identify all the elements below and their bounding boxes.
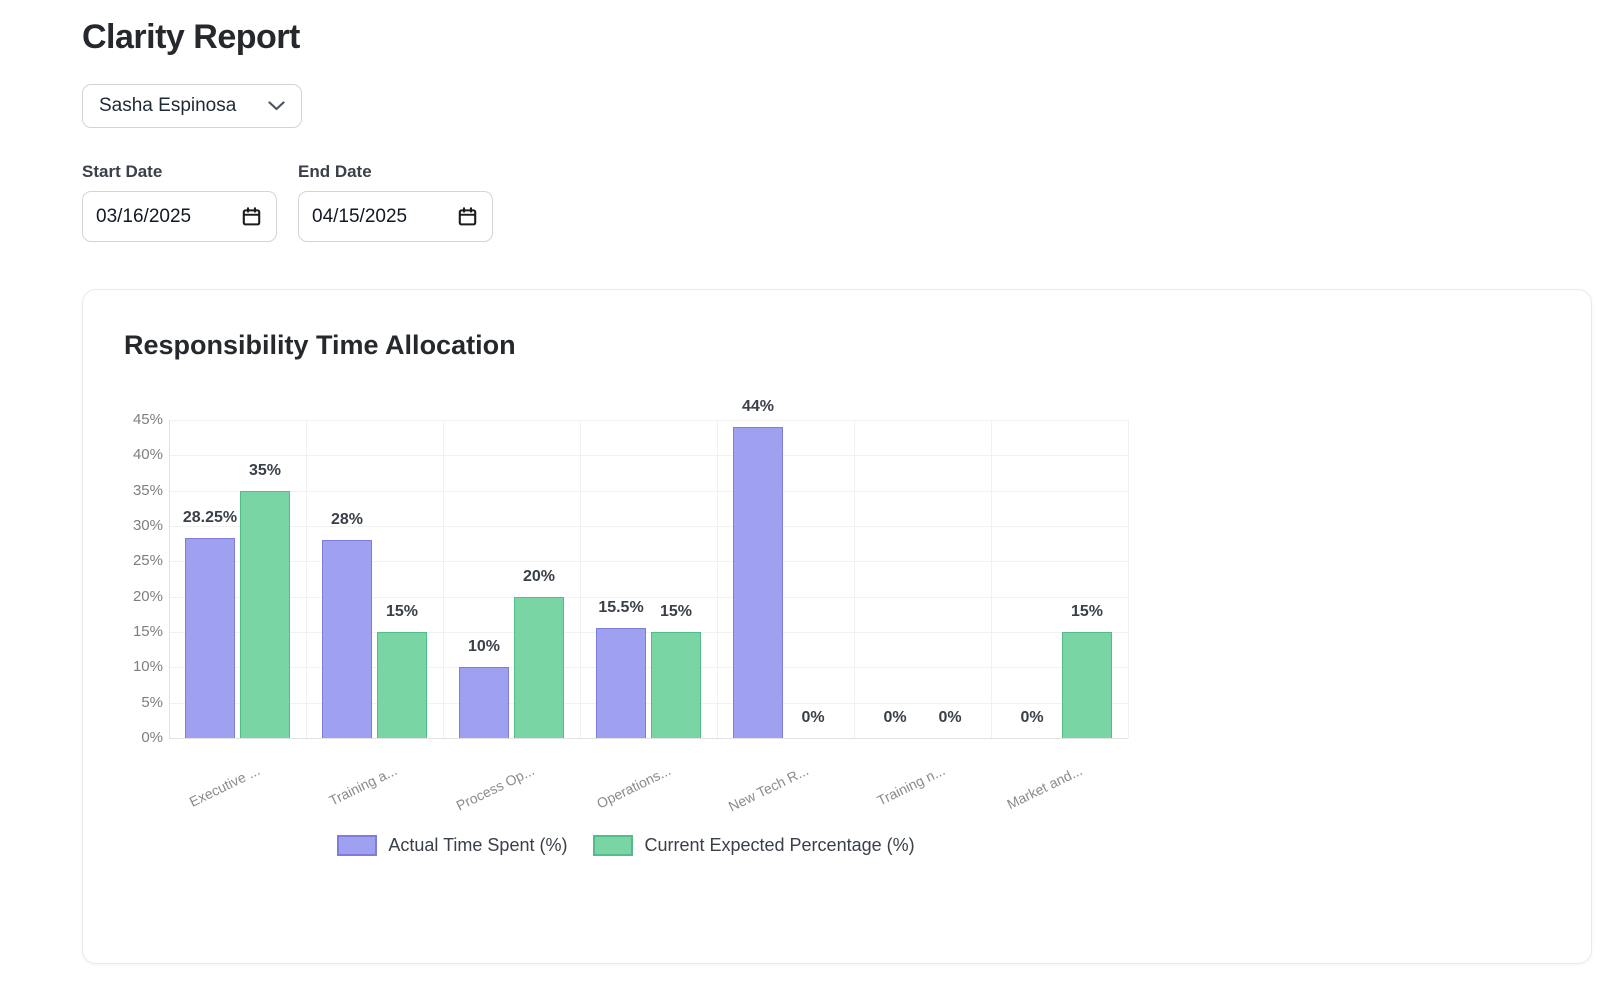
y-gridline bbox=[169, 490, 1128, 492]
x-axis-label: Operations... bbox=[594, 762, 674, 812]
y-gridline bbox=[169, 702, 1128, 704]
bar-expected[interactable] bbox=[377, 632, 427, 738]
bar-value-label: 28% bbox=[330, 511, 364, 529]
bar-actual[interactable] bbox=[733, 427, 783, 738]
bar-value-label: 15% bbox=[1070, 603, 1104, 620]
calendar-icon[interactable] bbox=[241, 206, 262, 227]
start-date-input[interactable]: 03/16/2025 bbox=[82, 191, 277, 242]
x-axis-label: Process Op... bbox=[453, 762, 537, 814]
y-axis-tick: 35% bbox=[132, 481, 163, 499]
legend-item-actual[interactable]: Actual Time Spent (%) bbox=[337, 835, 567, 856]
y-axis-tick: 40% bbox=[132, 446, 163, 464]
bar-expected[interactable] bbox=[1062, 632, 1112, 738]
bar-actual[interactable] bbox=[459, 667, 509, 738]
bar-value-label: 15.5% bbox=[598, 599, 644, 617]
report-card: Responsibility Time Allocation 0% 5% 10% 15… bbox=[82, 289, 1592, 964]
bar-actual[interactable] bbox=[185, 538, 235, 738]
chart-title: Responsibility Time Allocation bbox=[124, 330, 516, 360]
legend-item-expected[interactable]: Current Expected Percentage (%) bbox=[593, 835, 915, 856]
y-gridline bbox=[169, 667, 1128, 669]
y-axis-tick: 0% bbox=[141, 729, 163, 746]
x-gridline bbox=[991, 420, 992, 738]
x-gridline bbox=[1128, 420, 1129, 738]
bar-value-label: 35% bbox=[248, 461, 282, 479]
y-gridline bbox=[169, 420, 1128, 421]
x-axis-label: Market and... bbox=[1004, 762, 1085, 813]
x-gridline bbox=[580, 420, 581, 738]
bar-value-label: 0% bbox=[801, 709, 825, 726]
y-axis-tick: 15% bbox=[132, 623, 163, 640]
start-date-label: Start Date bbox=[82, 162, 163, 181]
responsibility-time-allocation-chart: 0% 5% 10% 15% 20% 25% 30% 35% 40% 45% 28.25% 28% 10%… bbox=[121, 387, 1131, 892]
y-gridline bbox=[169, 632, 1128, 633]
bar-value-label: 44% bbox=[741, 398, 775, 416]
y-axis-tick: 10% bbox=[132, 658, 163, 676]
date-range: Start Date 03/16/2025 End Date 04/15/202… bbox=[82, 162, 1600, 242]
bar-value-label: 20% bbox=[522, 567, 556, 585]
bar-value-label: 10% bbox=[467, 638, 501, 656]
x-gridline bbox=[854, 420, 855, 738]
end-date-label: End Date bbox=[298, 162, 372, 181]
y-gridline bbox=[169, 561, 1128, 563]
legend-label: Actual Time Spent (%) bbox=[388, 835, 568, 855]
y-axis-tick: 25% bbox=[132, 552, 163, 570]
x-axis-label: New Tech R... bbox=[725, 762, 811, 815]
y-axis-tick: 20% bbox=[132, 587, 163, 605]
page-title: Clarity Report bbox=[82, 18, 300, 56]
legend-swatch bbox=[337, 835, 378, 856]
start-date-field: Start Date 03/16/2025 bbox=[82, 162, 277, 242]
bar-value-label: 0% bbox=[883, 709, 907, 726]
bar-expected[interactable] bbox=[514, 596, 564, 738]
legend-label: Current Expected Percentage (%) bbox=[644, 835, 915, 855]
x-gridline bbox=[443, 420, 444, 738]
x-axis-label: Training a... bbox=[326, 762, 400, 809]
calendar-icon[interactable] bbox=[457, 206, 478, 227]
y-axis-tick: 5% bbox=[141, 693, 163, 711]
person-select-value: Sasha Espinosa bbox=[99, 95, 237, 116]
end-date-field: End Date 04/15/2025 bbox=[298, 162, 493, 242]
bar-value-label: 28.25% bbox=[182, 509, 238, 527]
start-date-value: 03/16/2025 bbox=[96, 205, 192, 227]
y-gridline bbox=[169, 526, 1128, 527]
bar-actual[interactable] bbox=[322, 540, 372, 738]
x-gridline bbox=[169, 420, 170, 738]
y-axis-tick: 30% bbox=[132, 517, 163, 534]
end-date-input[interactable]: 04/15/2025 bbox=[298, 191, 493, 242]
chevron-down-icon bbox=[268, 101, 285, 111]
y-gridline bbox=[169, 455, 1128, 457]
x-axis-label: Training n... bbox=[874, 762, 948, 809]
end-date-value: 04/15/2025 bbox=[312, 205, 408, 227]
chart-legend: Actual Time Spent (%) Current Expected Pe… bbox=[121, 835, 1131, 856]
bar-value-label: 0% bbox=[1020, 709, 1044, 726]
x-gridline bbox=[306, 420, 307, 738]
legend-swatch bbox=[593, 835, 634, 856]
y-gridline bbox=[169, 738, 1128, 739]
x-gridline bbox=[717, 420, 718, 738]
bar-value-label: 15% bbox=[659, 603, 693, 620]
bar-expected[interactable] bbox=[240, 490, 290, 738]
y-gridline bbox=[169, 596, 1128, 598]
bar-value-label: 0% bbox=[938, 709, 962, 726]
bar-expected[interactable] bbox=[651, 632, 701, 738]
bar-actual[interactable] bbox=[596, 628, 646, 738]
x-axis-label: Executive ... bbox=[186, 762, 263, 810]
person-select[interactable]: Sasha Espinosa bbox=[82, 84, 302, 128]
bar-value-label: 15% bbox=[385, 603, 419, 620]
y-axis-tick: 45% bbox=[132, 411, 163, 428]
